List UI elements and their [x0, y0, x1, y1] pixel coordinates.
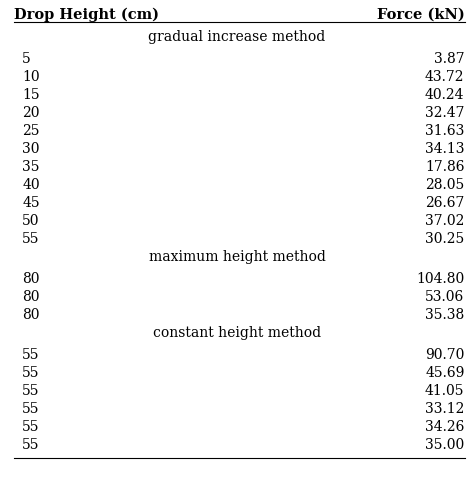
Text: 90.70: 90.70: [425, 348, 465, 362]
Text: 17.86: 17.86: [425, 160, 465, 174]
Text: 30: 30: [22, 142, 40, 156]
Text: 30.25: 30.25: [425, 232, 465, 246]
Text: 80: 80: [22, 290, 40, 304]
Text: 80: 80: [22, 272, 40, 286]
Text: 50: 50: [22, 214, 40, 228]
Text: 35: 35: [22, 160, 40, 174]
Text: 55: 55: [22, 438, 40, 452]
Text: 41.05: 41.05: [425, 384, 465, 398]
Text: gradual increase method: gradual increase method: [148, 30, 326, 44]
Text: 40: 40: [22, 178, 40, 192]
Text: 28.05: 28.05: [425, 178, 465, 192]
Text: 37.02: 37.02: [425, 214, 465, 228]
Text: 45: 45: [22, 196, 40, 210]
Text: 80: 80: [22, 308, 40, 322]
Text: 35.38: 35.38: [425, 308, 465, 322]
Text: maximum height method: maximum height method: [148, 250, 326, 264]
Text: Force (kN): Force (kN): [377, 8, 465, 22]
Text: 55: 55: [22, 384, 40, 398]
Text: 34.26: 34.26: [425, 420, 465, 434]
Text: 55: 55: [22, 232, 40, 246]
Text: 3.87: 3.87: [434, 52, 465, 66]
Text: 10: 10: [22, 70, 40, 84]
Text: 104.80: 104.80: [416, 272, 465, 286]
Text: 45.69: 45.69: [425, 366, 465, 380]
Text: 55: 55: [22, 348, 40, 362]
Text: 34.13: 34.13: [425, 142, 465, 156]
Text: 33.12: 33.12: [425, 402, 465, 416]
Text: 35.00: 35.00: [425, 438, 465, 452]
Text: 20: 20: [22, 106, 40, 120]
Text: 55: 55: [22, 366, 40, 380]
Text: 53.06: 53.06: [425, 290, 465, 304]
Text: 55: 55: [22, 402, 40, 416]
Text: 15: 15: [22, 88, 40, 102]
Text: 32.47: 32.47: [425, 106, 465, 120]
Text: constant height method: constant height method: [153, 326, 321, 340]
Text: 43.72: 43.72: [425, 70, 465, 84]
Text: 31.63: 31.63: [425, 124, 465, 138]
Text: 26.67: 26.67: [425, 196, 465, 210]
Text: Drop Height (cm): Drop Height (cm): [14, 8, 159, 22]
Text: 55: 55: [22, 420, 40, 434]
Text: 40.24: 40.24: [425, 88, 465, 102]
Text: 25: 25: [22, 124, 40, 138]
Text: 5: 5: [22, 52, 31, 66]
